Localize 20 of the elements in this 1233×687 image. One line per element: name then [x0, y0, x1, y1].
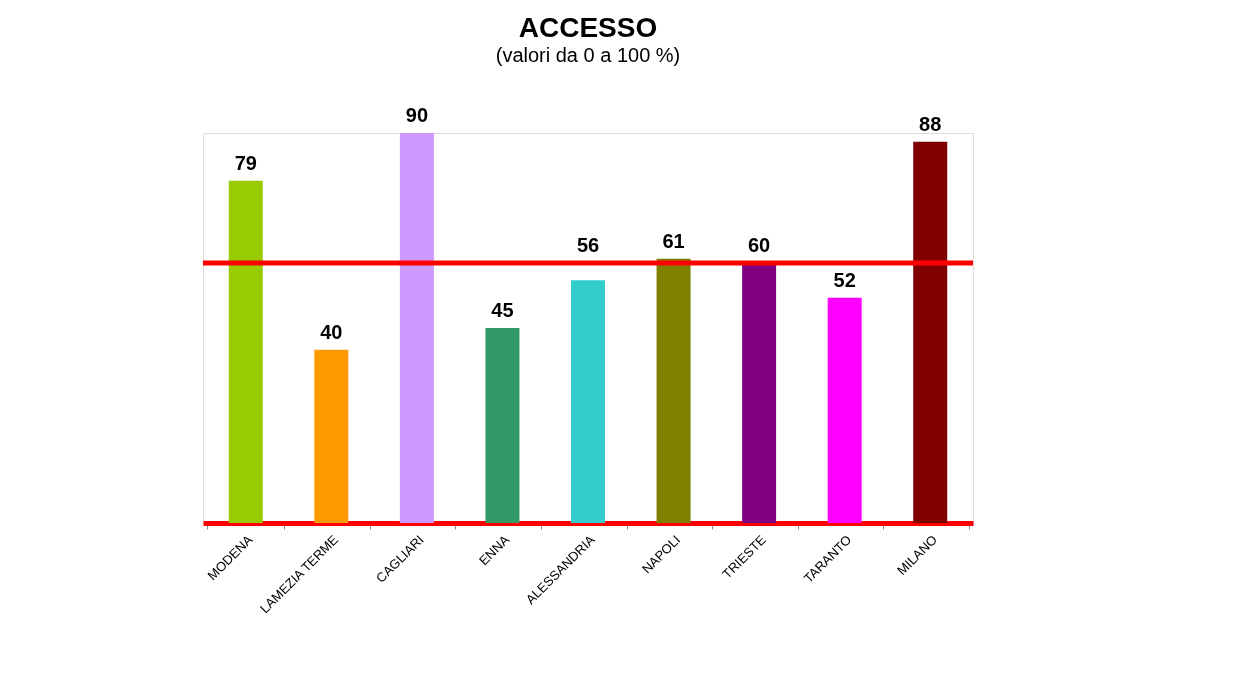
- bar: [399, 133, 434, 523]
- data-label: 40: [320, 320, 343, 343]
- data-label: 79: [234, 151, 257, 174]
- bar: [314, 349, 349, 523]
- bar: [913, 141, 948, 523]
- data-label: 90: [405, 104, 429, 126]
- data-label: 61: [662, 229, 685, 252]
- bar: [228, 180, 263, 523]
- data-label: 60: [747, 234, 771, 256]
- data-label: 45: [491, 299, 514, 321]
- data-label: 56: [576, 234, 600, 256]
- bar: [656, 258, 691, 523]
- chart-title: ACCESSO: [518, 12, 658, 43]
- bar: [571, 280, 605, 523]
- data-label: 52: [833, 268, 856, 291]
- bar: [485, 328, 520, 523]
- bar: [742, 263, 777, 523]
- chart-subtitle: (valori da 0 a 100 %): [495, 44, 681, 66]
- bar: [827, 297, 862, 523]
- data-label: 88: [919, 112, 942, 135]
